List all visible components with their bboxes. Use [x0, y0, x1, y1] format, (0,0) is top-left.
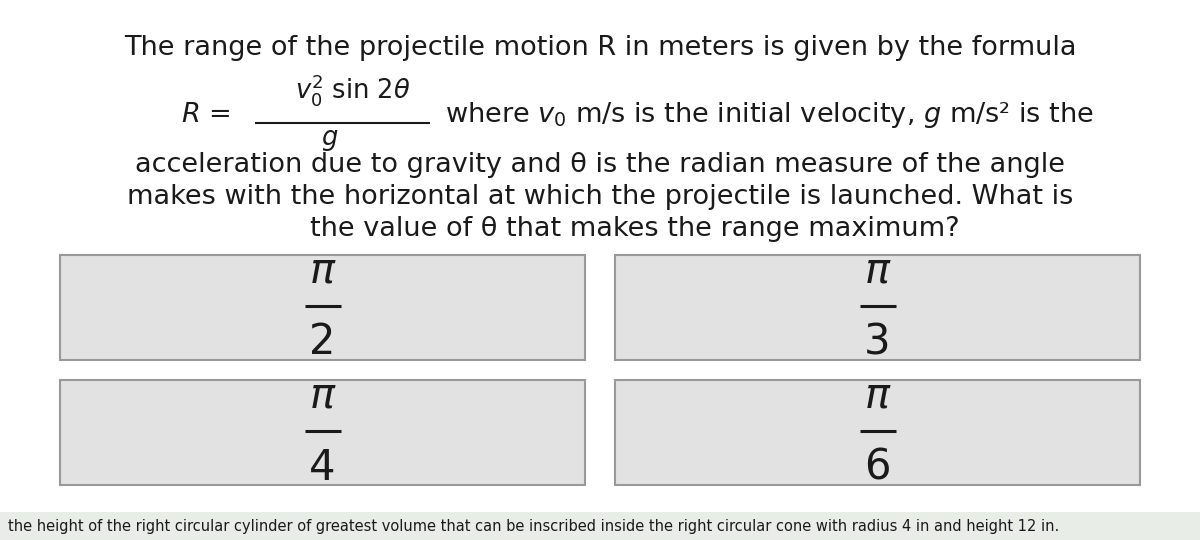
Bar — [616, 255, 1140, 360]
Text: $R$ =: $R$ = — [181, 102, 230, 128]
Text: the value of θ that makes the range maximum?: the value of θ that makes the range maxi… — [241, 216, 959, 242]
Text: $v_0^2$ sin 2$\theta$: $v_0^2$ sin 2$\theta$ — [295, 72, 410, 108]
Text: 3: 3 — [864, 321, 890, 363]
Text: 6: 6 — [864, 447, 890, 489]
Text: acceleration due to gravity and θ is the radian measure of the angle: acceleration due to gravity and θ is the… — [134, 152, 1066, 178]
Text: $g$: $g$ — [322, 127, 338, 153]
Text: 4: 4 — [310, 447, 336, 489]
Text: $\pi$: $\pi$ — [308, 249, 336, 292]
Text: makes with the horizontal at which the projectile is launched. What is: makes with the horizontal at which the p… — [127, 184, 1073, 210]
Text: $\pi$: $\pi$ — [864, 375, 892, 416]
Text: the height of the right circular cylinder of greatest volume that can be inscrib: the height of the right circular cylinde… — [8, 518, 1060, 534]
Bar — [616, 380, 1140, 485]
Text: where $v_0$ m/s is the initial velocity, $g$ m/s² is the: where $v_0$ m/s is the initial velocity,… — [445, 100, 1093, 130]
Bar — [60, 255, 586, 360]
Text: The range of the projectile motion R in meters is given by the formula: The range of the projectile motion R in … — [124, 35, 1076, 61]
Text: $\pi$: $\pi$ — [864, 249, 892, 292]
Bar — [0, 512, 1200, 540]
Text: $\pi$: $\pi$ — [308, 375, 336, 416]
Bar — [60, 380, 586, 485]
Text: 2: 2 — [310, 321, 336, 363]
